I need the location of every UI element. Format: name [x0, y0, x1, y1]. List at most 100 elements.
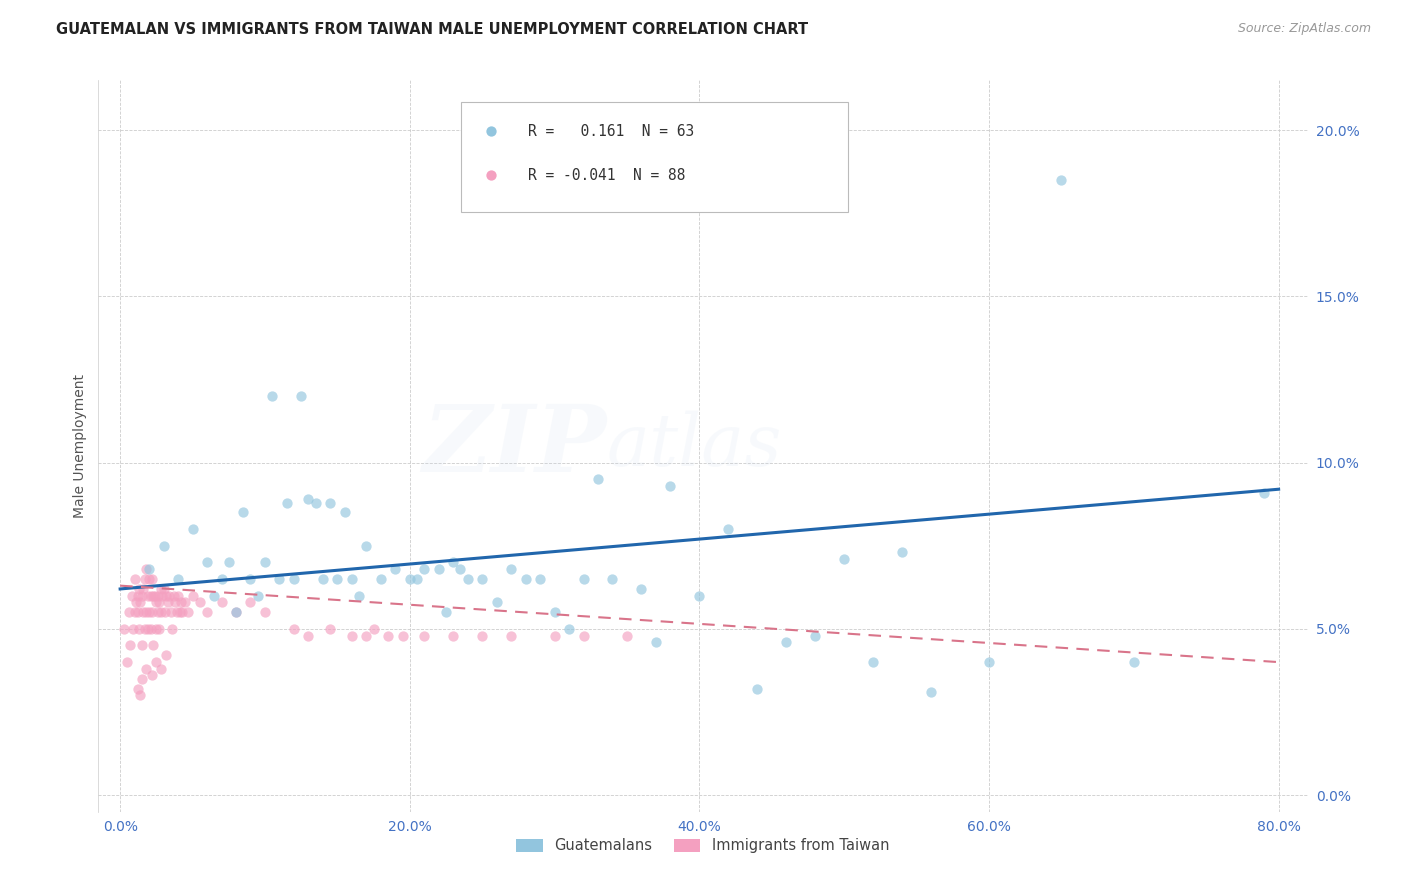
Point	[134, 622, 156, 636]
Point	[441, 628, 464, 642]
Point	[747, 681, 769, 696]
Point	[131, 639, 153, 653]
Point	[152, 539, 174, 553]
Point	[142, 589, 165, 603]
Point	[246, 589, 269, 603]
Point	[363, 622, 385, 636]
Point	[312, 572, 335, 586]
Point	[157, 589, 180, 603]
Text: R = -0.041  N = 88: R = -0.041 N = 88	[527, 168, 685, 183]
Point	[138, 572, 160, 586]
Point	[775, 635, 797, 649]
Point	[132, 605, 155, 619]
Point	[471, 628, 494, 642]
Point	[128, 582, 150, 596]
Point	[370, 572, 392, 586]
Point	[297, 492, 319, 507]
Point	[501, 628, 523, 642]
Point	[297, 628, 319, 642]
Point	[920, 685, 942, 699]
Point	[340, 628, 363, 642]
Point	[413, 562, 436, 576]
Point	[688, 589, 710, 603]
Point	[135, 605, 157, 619]
Point	[269, 572, 291, 586]
Point	[832, 552, 855, 566]
Point	[142, 639, 165, 653]
Point	[1253, 485, 1275, 500]
Point	[124, 605, 146, 619]
Point	[211, 572, 233, 586]
Point	[148, 622, 170, 636]
Point	[283, 572, 305, 586]
Point	[117, 655, 139, 669]
Point	[188, 595, 211, 609]
Point	[891, 545, 914, 559]
Point	[501, 562, 523, 576]
Point	[181, 522, 204, 536]
Point	[218, 555, 240, 569]
Point	[356, 539, 378, 553]
Point	[441, 555, 464, 569]
Point	[1050, 173, 1073, 187]
FancyBboxPatch shape	[461, 103, 848, 212]
Point	[127, 589, 149, 603]
Point	[616, 628, 638, 642]
Point	[146, 605, 169, 619]
Point	[457, 572, 479, 586]
Point	[134, 572, 156, 586]
Point	[181, 589, 204, 603]
Point	[290, 389, 312, 403]
Point	[129, 595, 152, 609]
Point	[155, 648, 177, 663]
Point	[406, 572, 429, 586]
Point	[118, 605, 141, 619]
Point	[169, 605, 191, 619]
Point	[225, 605, 247, 619]
Point	[333, 506, 356, 520]
Point	[804, 628, 827, 642]
Point	[159, 605, 181, 619]
Point	[645, 635, 668, 649]
Point	[543, 605, 565, 619]
Point	[145, 655, 167, 669]
Point	[262, 389, 284, 403]
Point	[138, 605, 160, 619]
Point	[167, 572, 190, 586]
Point	[152, 582, 174, 596]
Point	[572, 628, 595, 642]
Point	[166, 605, 188, 619]
Point	[398, 572, 420, 586]
Point	[253, 605, 276, 619]
Point	[153, 605, 176, 619]
Point	[304, 495, 326, 509]
Text: ZIP: ZIP	[422, 401, 606, 491]
Point	[149, 605, 172, 619]
Point	[253, 555, 276, 569]
Point	[384, 562, 406, 576]
Point	[232, 506, 254, 520]
Point	[449, 562, 471, 576]
Point	[276, 495, 298, 509]
Point	[127, 605, 149, 619]
Point	[141, 605, 163, 619]
Point	[659, 479, 682, 493]
Point	[391, 628, 413, 642]
Point	[319, 495, 342, 509]
Point	[239, 595, 262, 609]
Point	[543, 628, 565, 642]
Point	[143, 589, 166, 603]
Point	[145, 622, 167, 636]
Point	[356, 628, 378, 642]
Point	[141, 668, 163, 682]
Point	[128, 622, 150, 636]
Point	[172, 605, 194, 619]
Point	[122, 622, 145, 636]
Point	[138, 562, 160, 576]
Point	[149, 662, 172, 676]
Point	[125, 595, 148, 609]
Point	[174, 595, 197, 609]
Point	[347, 589, 370, 603]
Point	[195, 605, 218, 619]
Point	[225, 605, 247, 619]
